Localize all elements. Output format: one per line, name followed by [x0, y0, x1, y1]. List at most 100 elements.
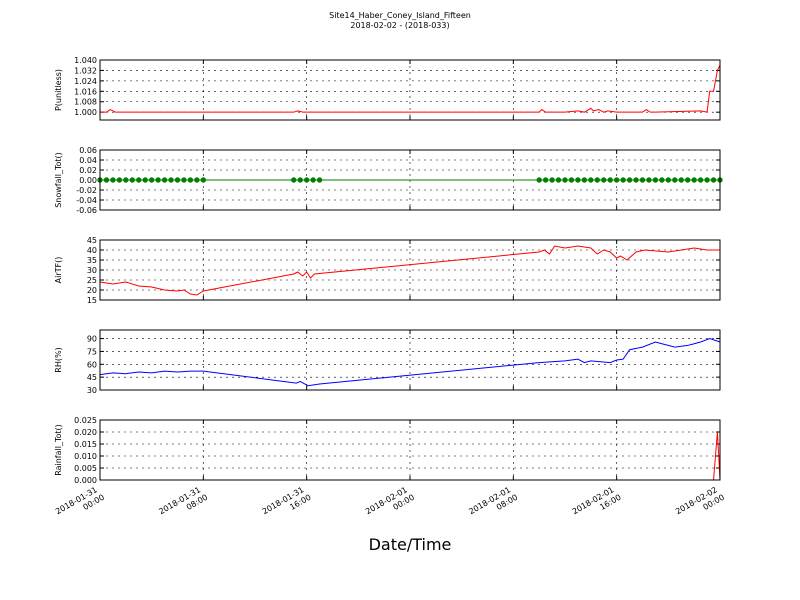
figure-subtitle: 2018-02-02 - (2018-033) [350, 21, 449, 30]
y-tick-label: 1.008 [74, 98, 97, 107]
data-point [639, 177, 646, 183]
y-tick-label: 45 [87, 373, 97, 382]
data-point [581, 177, 588, 183]
plot-frame [99, 149, 721, 211]
y-tick-label: 0.020 [74, 428, 97, 437]
y-tick-label: 25 [87, 276, 97, 285]
data-point [136, 177, 142, 183]
y-tick-label: 0.06 [79, 146, 97, 155]
data-point [594, 177, 600, 183]
data-point [659, 177, 665, 183]
data-point [575, 177, 581, 183]
data-point [116, 177, 123, 183]
data-point [588, 177, 594, 183]
data-point [310, 177, 316, 183]
data-point [633, 177, 639, 183]
data-point [148, 177, 155, 183]
y-tick-label: 90 [87, 335, 97, 344]
data-point [291, 177, 297, 183]
data-point [562, 177, 568, 183]
x-tick-label: 2018-01-31 00:00 [54, 484, 106, 525]
data-point [200, 177, 207, 183]
data-point [549, 177, 555, 183]
y-tick-label: 1.040 [74, 56, 97, 65]
data-line [99, 338, 721, 387]
y-tick-label: 1.024 [74, 77, 97, 86]
y-tick-label: 35 [87, 256, 97, 265]
data-point [129, 177, 135, 183]
y-axis-label: RH(%) [54, 347, 63, 372]
data-point [607, 177, 613, 183]
y-tick-label: 60 [87, 360, 97, 369]
data-point [542, 177, 549, 183]
data-point [161, 177, 168, 183]
y-tick-label: 15 [87, 296, 97, 305]
data-point [168, 177, 174, 183]
data-point [697, 177, 704, 183]
y-tick-label: 0.010 [74, 452, 97, 461]
y-tick-label: 0.04 [79, 156, 97, 165]
data-point [704, 177, 710, 183]
y-axis-label: AirTF() [54, 257, 63, 284]
data-point [672, 177, 678, 183]
data-point [710, 177, 717, 183]
data-point [142, 177, 148, 183]
y-tick-label: 30 [87, 266, 97, 275]
y-tick-label: 1.000 [74, 108, 97, 117]
data-point [613, 177, 620, 183]
y-tick-label: 0.00 [79, 176, 97, 185]
data-point [297, 177, 303, 183]
data-point [568, 177, 575, 183]
data-point [123, 177, 129, 183]
data-point [303, 177, 310, 183]
y-tick-label: 45 [87, 236, 97, 245]
data-point [678, 177, 684, 183]
data-line [100, 64, 721, 113]
figure-title: Site14_Haber_Coney_Island_Fifteen [329, 11, 471, 20]
y-tick-label: 0.02 [79, 166, 97, 175]
plot-frame [99, 419, 721, 481]
x-tick-label: 2018-02-01 00:00 [364, 484, 416, 525]
data-line [99, 245, 720, 296]
y-axis-label: Rainfall_Tot() [54, 424, 63, 476]
x-axis-label: Date/Time [369, 535, 452, 554]
y-tick-label: 0.000 [74, 476, 97, 485]
data-point [652, 177, 659, 183]
data-point [181, 177, 187, 183]
x-tick-label: 2018-01-31 08:00 [157, 484, 209, 525]
y-tick-label: 1.032 [74, 66, 97, 75]
data-point [665, 177, 672, 183]
x-tick-label: 2018-02-01 08:00 [467, 484, 519, 525]
y-tick-label: 30 [87, 386, 97, 395]
data-point [685, 177, 691, 183]
data-point [536, 177, 542, 183]
plot-frame [99, 59, 721, 121]
data-point [155, 177, 161, 183]
data-point [691, 177, 697, 183]
plot-frame [99, 329, 721, 391]
y-axis-label: P(unitless) [54, 69, 63, 111]
data-point [316, 177, 323, 183]
y-tick-label: 0.025 [74, 416, 97, 425]
data-point [174, 177, 181, 183]
y-tick-label: 1.016 [74, 87, 97, 96]
y-tick-label: 40 [87, 246, 97, 255]
data-point [194, 177, 200, 183]
data-point [187, 177, 194, 183]
data-point [626, 177, 633, 183]
data-point [646, 177, 652, 183]
y-tick-label: 75 [87, 347, 97, 356]
y-tick-label: -0.02 [76, 186, 97, 195]
x-tick-label: 2018-02-02 00:00 [674, 484, 726, 525]
data-point [110, 177, 116, 183]
data-point [555, 177, 562, 183]
plot-frame [99, 239, 721, 301]
x-tick-label: 2018-02-01 16:00 [571, 484, 623, 525]
y-tick-label: 20 [87, 286, 97, 295]
y-tick-label: -0.06 [76, 206, 97, 215]
y-tick-label: 0.005 [74, 464, 97, 473]
data-point [601, 177, 607, 183]
data-point [620, 177, 626, 183]
y-tick-label: 0.015 [74, 440, 97, 449]
